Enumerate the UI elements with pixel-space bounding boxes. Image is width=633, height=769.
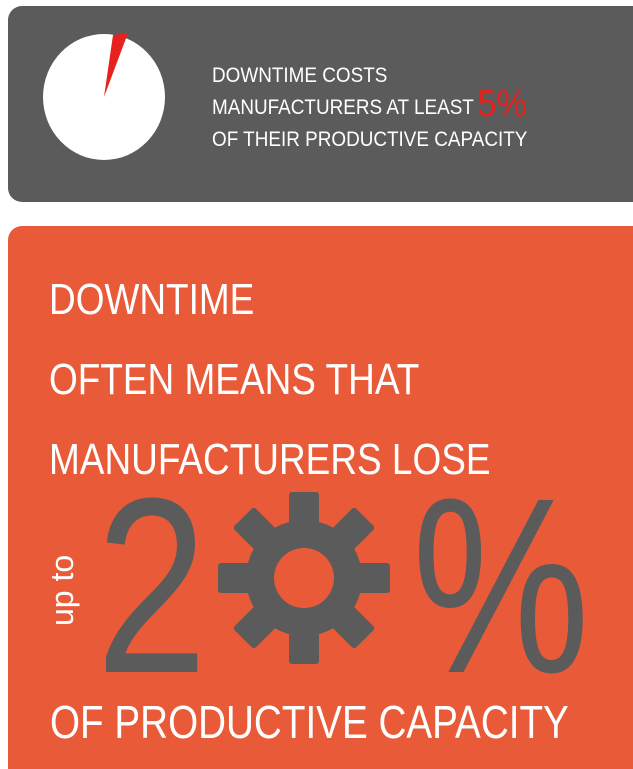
pie-chart-icon	[43, 33, 165, 160]
pie-slice-5pct	[104, 33, 128, 97]
up-to-label: up to	[44, 554, 80, 626]
percent-highlight: 5%	[477, 83, 527, 125]
twenty-percent-figure: 2 %	[96, 476, 590, 686]
big-digit-two: 2	[96, 476, 207, 686]
headline-line-2: OFTEN MEANS THAT	[49, 355, 420, 404]
top-line-2: MANUFACTURERS AT LEAST	[212, 96, 474, 119]
stat-card-top: DOWNTIME COSTS MANUFACTURERS AT LEAST5% …	[8, 6, 633, 202]
top-line-1: DOWNTIME COSTS	[212, 64, 388, 87]
top-statement: DOWNTIME COSTS MANUFACTURERS AT LEAST5% …	[212, 60, 527, 156]
bottom-statement: OF PRODUCTIVE CAPACITY	[50, 696, 569, 748]
headline: DOWNTIME OFTEN MEANS THAT MANUFACTURERS …	[49, 260, 491, 500]
big-percent-sign: %	[412, 476, 590, 686]
stat-card-main: DOWNTIME OFTEN MEANS THAT MANUFACTURERS …	[8, 226, 633, 769]
headline-line-1: DOWNTIME	[49, 275, 255, 324]
headline-line-3: MANUFACTURERS LOSE	[49, 435, 491, 484]
gear-icon	[218, 492, 390, 664]
top-line-3: OF THEIR PRODUCTIVE CAPACITY	[212, 128, 528, 151]
